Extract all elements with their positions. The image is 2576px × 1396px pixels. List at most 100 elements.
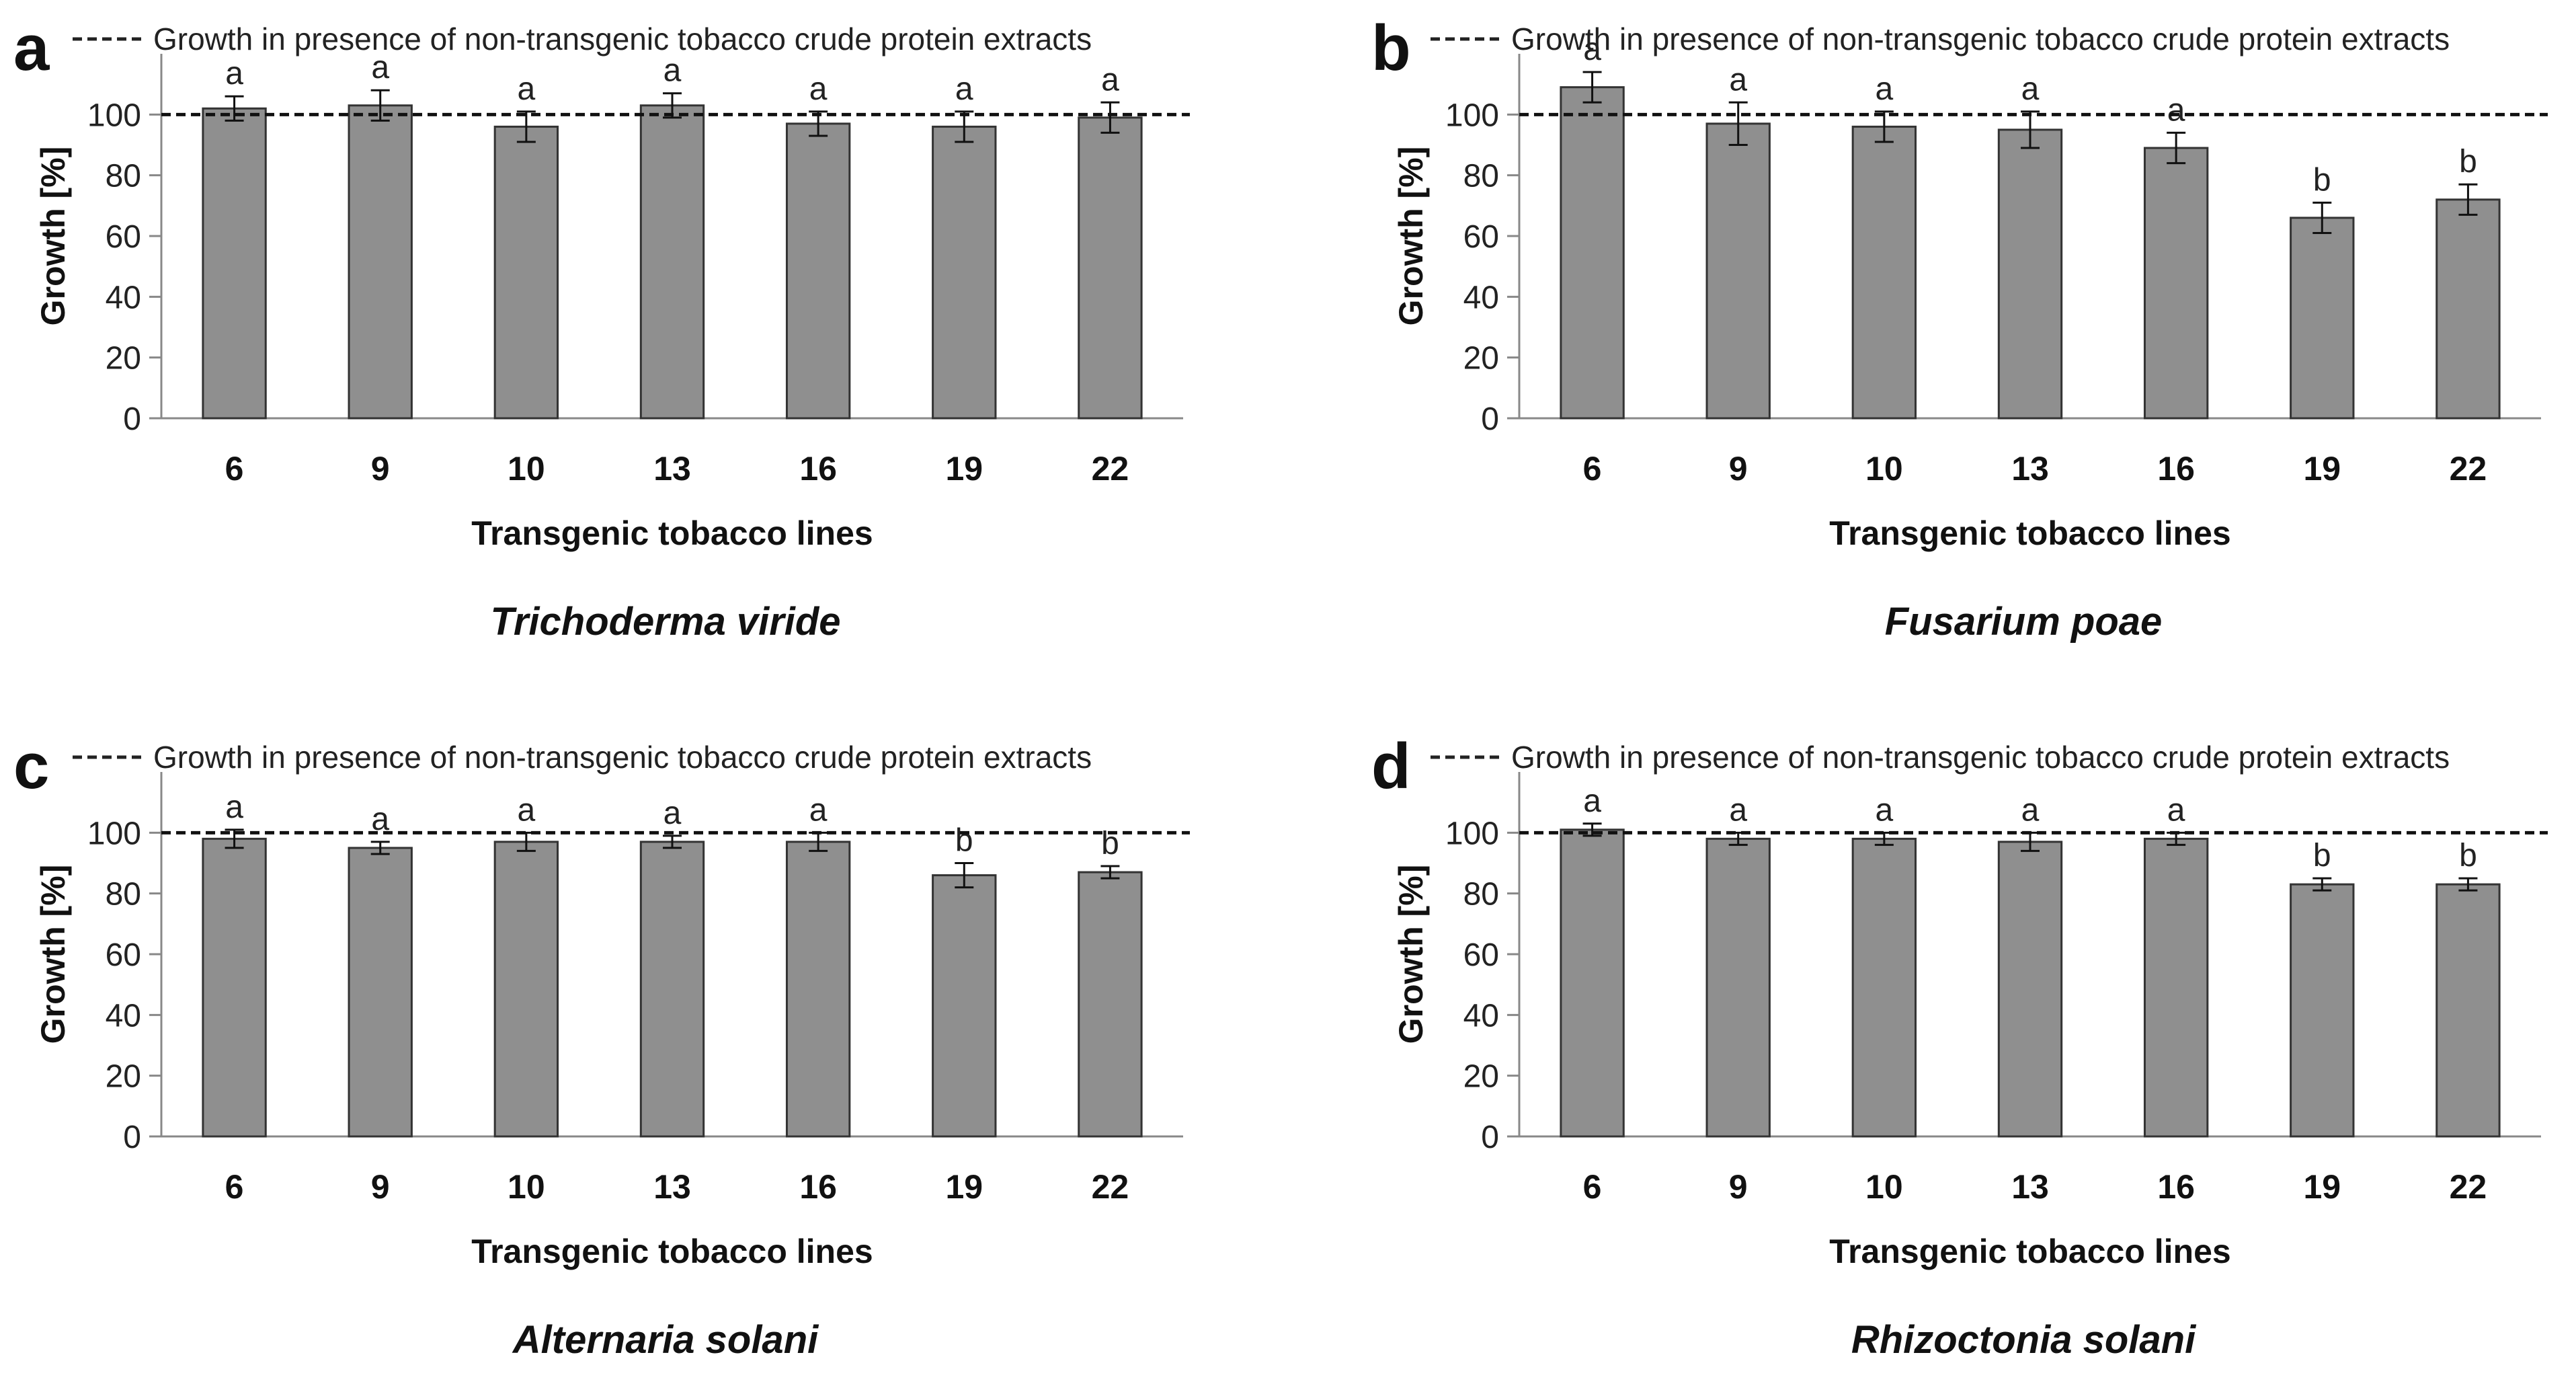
legend-label: Growth in presence of non-transgenic tob… [1511,740,2450,775]
x-tick-label: 19 [945,1168,983,1206]
bar [1851,837,1917,1138]
x-tick-label: 9 [371,450,390,488]
y-tick-label: 0 [1481,401,1499,437]
y-tick-label: 20 [1463,341,1499,377]
significance-letter: a [1583,32,1601,67]
legend-label: Growth in presence of non-transgenic tob… [153,740,1092,775]
y-tick-label: 80 [106,877,141,913]
significance-letter: a [1583,783,1601,819]
y-tick-label: 100 [87,98,141,133]
y-tick-label: 0 [1481,1120,1499,1155]
significance-letter: b [955,823,973,859]
x-tick-label: 9 [371,1168,390,1206]
y-tick-label: 100 [1445,98,1499,133]
y-tick-label: 60 [1463,219,1499,255]
bar [785,122,851,420]
significance-letter: a [809,792,828,828]
significance-letter: a [663,796,682,831]
bar [1560,828,1625,1138]
y-axis-label: Growth [%] [1392,147,1430,326]
significance-letter: b [2313,838,2331,874]
significance-letter: a [955,71,973,107]
bar [639,841,705,1138]
x-tick-label: 22 [1092,450,1129,488]
x-tick-label: 6 [225,450,244,488]
panel-letter: a [13,12,50,84]
bar [2436,883,2501,1138]
y-tick-label: 60 [106,937,141,973]
panel-letter: d [1371,730,1411,802]
x-axis-label: Transgenic tobacco lines [1829,1233,2230,1270]
x-tick-label: 16 [2157,1168,2195,1206]
x-tick-label: 19 [2303,450,2341,488]
y-axis-label: Growth [%] [1392,865,1430,1044]
y-axis-label: Growth [%] [34,865,72,1044]
y-tick-label: 20 [1463,1059,1499,1095]
significance-letter: a [1729,792,1747,828]
x-tick-label: 10 [1865,450,1903,488]
x-axis-label: Transgenic tobacco lines [471,514,873,552]
bar [1078,116,1143,420]
significance-letter: a [1876,792,1894,828]
x-tick-label: 13 [2011,1168,2049,1206]
significance-letter: a [2021,792,2040,828]
bar [2290,883,2355,1138]
x-tick-label: 10 [508,450,545,488]
y-tick-label: 100 [1445,816,1499,851]
x-tick-label: 13 [653,450,691,488]
species-title: Rhizoctonia solani [1851,1318,2197,1362]
panel-letter: c [13,730,49,802]
x-tick-label: 10 [508,1168,545,1206]
significance-letter: b [2313,162,2331,198]
bar [1705,837,1771,1138]
y-tick-label: 100 [87,816,141,851]
y-tick-label: 40 [1463,280,1499,315]
x-tick-label: 22 [1092,1168,1129,1206]
significance-letter: a [371,50,389,85]
species-title: Alternaria solani [512,1318,819,1362]
significance-letter: a [518,71,536,107]
x-tick-label: 16 [799,450,837,488]
legend-label: Growth in presence of non-transgenic tob… [153,22,1092,56]
bar [1997,841,2063,1138]
bar [1078,871,1143,1138]
y-tick-label: 0 [123,401,141,437]
bar [348,847,413,1138]
y-tick-label: 40 [1463,998,1499,1034]
bar [1997,128,2063,420]
x-tick-label: 6 [1583,450,1602,488]
bar [932,874,997,1138]
bar [202,107,267,420]
x-tick-label: 22 [2450,450,2487,488]
bar [2290,217,2355,420]
y-tick-label: 80 [1463,159,1499,194]
bar [1851,125,1917,420]
bar [932,125,997,420]
x-tick-label: 10 [1865,1168,1903,1206]
significance-letter: a [225,789,243,825]
significance-letter: b [2459,838,2477,874]
x-axis-label: Transgenic tobacco lines [471,1233,873,1270]
y-tick-label: 0 [123,1120,141,1155]
significance-letter: a [663,53,682,89]
bar [785,841,851,1138]
species-title: Trichoderma viride [490,600,840,644]
y-tick-label: 20 [106,1059,141,1095]
panel-a: a Growth in presence of non-transgenic to… [13,12,1190,644]
x-tick-label: 22 [2450,1168,2487,1206]
x-tick-label: 13 [653,1168,691,1206]
y-tick-label: 20 [106,341,141,377]
y-tick-label: 80 [106,159,141,194]
y-tick-label: 40 [106,998,141,1034]
bar [639,104,705,420]
x-tick-label: 6 [1583,1168,1602,1206]
legend-label: Growth in presence of non-transgenic tob… [1511,22,2450,56]
bar [493,841,559,1138]
x-tick-label: 6 [225,1168,244,1206]
x-tick-label: 9 [1729,450,1748,488]
x-tick-label: 19 [2303,1168,2341,1206]
significance-letter: a [1729,62,1747,98]
species-title: Fusarium poae [1885,600,2163,644]
bar [1560,86,1625,420]
significance-letter: b [2459,144,2477,180]
